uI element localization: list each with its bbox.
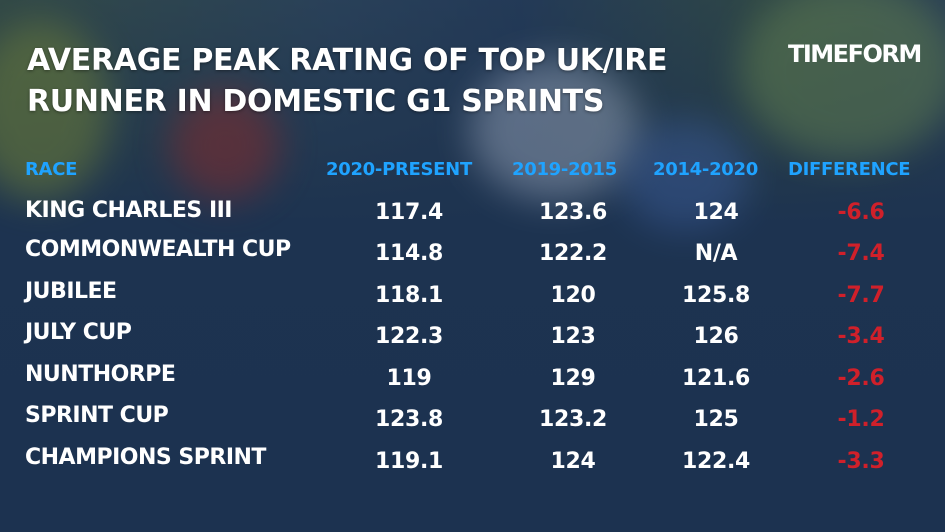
race-name: COMMONWEALTH CUP (25, 237, 291, 262)
value-2014-2020: 124 (693, 200, 739, 225)
value-2014-2020: 125 (693, 407, 739, 432)
value-2020-present: 119.1 (374, 449, 444, 474)
page-title: AVERAGE PEAK RATING OF TOP UK/IRE RUNNER… (27, 40, 668, 122)
value-2020-present: 123.8 (374, 407, 444, 432)
background-photo-blur (740, 0, 945, 160)
race-name: KING CHARLES III (25, 198, 233, 223)
background-photo-blur (470, 60, 640, 200)
value-2014-2020: 122.4 (681, 449, 751, 474)
header-race: RACE (25, 159, 78, 180)
background-photo-blur (0, 20, 110, 200)
value-2020-present: 119 (386, 366, 432, 391)
header-2014-2020: 2014-2020 (653, 159, 758, 180)
header-2020-present: 2020-PRESENT (326, 159, 472, 180)
background-photo-blur (170, 90, 280, 200)
value-2019-2015: 123 (550, 324, 596, 349)
value-2019-2015: 120 (550, 283, 596, 308)
value-2014-2020: 121.6 (681, 366, 751, 391)
value-2019-2015: 123.6 (538, 200, 608, 225)
value-2020-present: 117.4 (374, 200, 444, 225)
value-2014-2020: 125.8 (681, 283, 751, 308)
race-name: JULY CUP (25, 320, 132, 345)
value-2019-2015: 123.2 (538, 407, 608, 432)
value-difference: -7.7 (837, 283, 885, 308)
timeform-logo: TIMEFORM (788, 38, 922, 70)
race-name: SPRINT CUP (25, 403, 169, 428)
value-2019-2015: 124 (550, 449, 596, 474)
logo-text: TIMEFORM (788, 40, 922, 68)
value-2020-present: 118.1 (374, 283, 444, 308)
value-2019-2015: 122.2 (538, 241, 608, 266)
value-difference: -3.4 (837, 324, 885, 349)
value-difference: -3.3 (837, 449, 885, 474)
title-line-2: RUNNER IN DOMESTIC G1 SPRINTS (27, 84, 605, 119)
value-2014-2020: N/A (694, 241, 738, 266)
race-name: NUNTHORPE (25, 362, 176, 387)
value-difference: -1.2 (837, 407, 885, 432)
value-2020-present: 114.8 (374, 241, 444, 266)
background-photo-blur (620, 120, 750, 230)
value-2019-2015: 129 (550, 366, 596, 391)
title-line-1: AVERAGE PEAK RATING OF TOP UK/IRE (27, 43, 668, 78)
value-difference: -2.6 (837, 366, 885, 391)
value-2014-2020: 126 (693, 324, 739, 349)
race-name: JUBILEE (25, 279, 117, 304)
value-2020-present: 122.3 (374, 324, 444, 349)
value-difference: -6.6 (837, 200, 885, 225)
header-2019-2015: 2019-2015 (512, 159, 617, 180)
race-name: CHAMPIONS SPRINT (25, 445, 266, 470)
value-difference: -7.4 (837, 241, 885, 266)
header-difference: DIFFERENCE (788, 159, 911, 180)
